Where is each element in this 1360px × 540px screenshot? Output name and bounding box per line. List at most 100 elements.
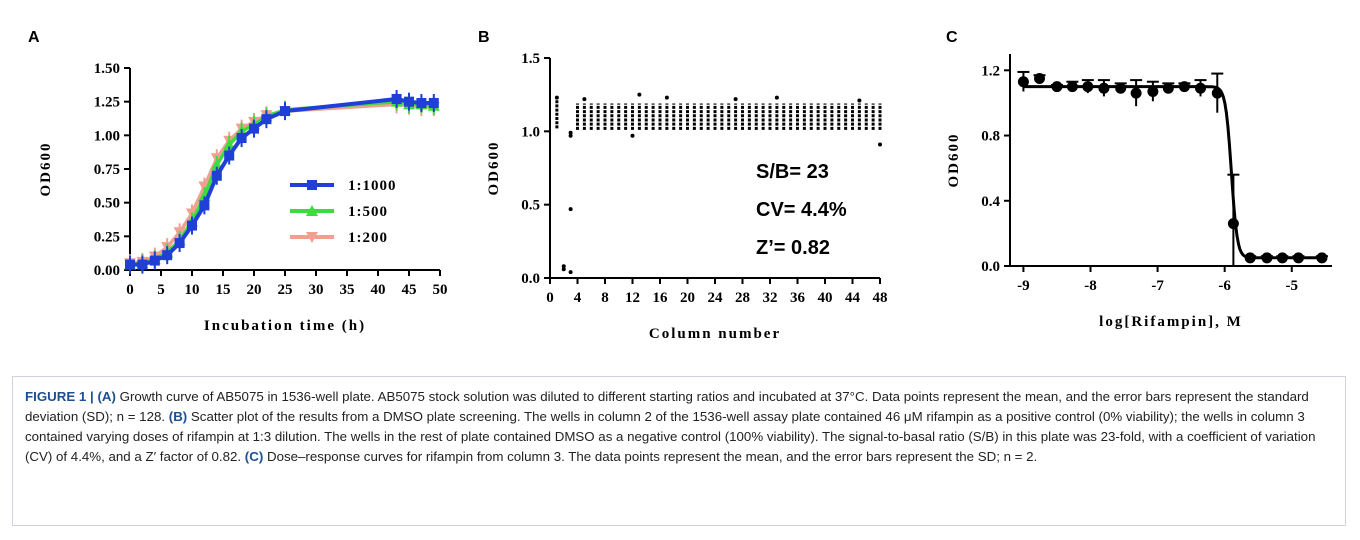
caption-c-label: (C) [244,449,264,464]
x-tick-label: 50 [433,282,448,298]
data-point [428,98,439,109]
data-point [1017,76,1029,88]
x-tick-label: 24 [708,290,724,306]
x-tick-label: 30 [309,282,324,298]
panel-letter-b: B [478,29,490,46]
caption-b-text: Scatter plot of the results from a DMSO … [25,409,1316,464]
y-tick-label: 1.5 [521,51,540,67]
x-tick-label: 12 [625,290,640,306]
x-tick-label: 48 [873,290,888,306]
y-axis-title: OD600 [38,142,54,197]
data-point [1178,81,1190,93]
data-point [568,207,573,212]
data-point [236,133,247,144]
data-point [223,138,236,150]
x-tick-label: 40 [371,282,386,298]
data-point [1051,81,1063,93]
data-point [125,259,135,270]
data-point [630,133,635,138]
data-point [224,150,235,161]
x-tick-label: -9 [1017,278,1029,294]
x-tick-label: 20 [680,290,695,306]
data-point [1098,82,1110,94]
x-tick-label: -7 [1151,278,1164,294]
x-tick-label: -8 [1084,278,1097,294]
x-tick-label: 15 [216,282,231,298]
y-axis-title: OD600 [946,133,962,188]
y-tick-label: 0.00 [94,263,120,279]
data-point [568,270,573,275]
data-point [261,114,272,125]
x-tick-label: 40 [818,290,833,306]
data-point [1227,218,1239,230]
y-tick-label: 0.75 [94,162,120,178]
data-point [561,264,566,269]
caption-b-label: (B) [168,409,188,424]
data-point [1162,82,1174,94]
y-tick-label: 1.25 [94,95,120,111]
legend-marker [306,205,318,216]
data-point [1147,86,1159,98]
data-point [568,130,573,135]
data-point [199,200,210,211]
caption-c-text: Dose–response curves for rifampin from c… [263,449,1038,464]
y-tick-label: 0.5 [521,198,540,214]
x-tick-label: 20 [247,282,262,298]
data-point [1316,252,1328,264]
chart-panel-b: B0.00.51.01.50 4 8 12 16 20 24 28 32 36 40 44 48Colu… [478,29,888,342]
caption-a-label: (A) [97,389,116,404]
legend-marker [307,180,317,190]
data-point [1082,81,1094,93]
caption-figure-label: FIGURE 1 | [25,389,94,404]
x-axis-title: log[Rifampin], M [1099,314,1243,330]
data-point [554,95,559,100]
data-point [1034,72,1046,84]
data-point [162,250,173,261]
legend-label: 1:200 [348,230,388,246]
data-point [404,96,414,107]
data-point [149,255,160,266]
caption-a-text: Growth curve of AB5075 in 1536-well plat… [25,389,1309,424]
legend-marker [306,232,318,243]
x-tick-label: -6 [1218,278,1231,294]
data-point [1261,252,1273,264]
data-point [1066,81,1078,93]
x-tick-label: 16 [653,290,669,306]
y-tick-label: 0.0 [981,259,1000,275]
data-point [174,238,185,249]
data-point [211,170,222,181]
y-tick-label: 0.25 [94,229,120,245]
data-point [391,93,402,104]
y-tick-label: 0.4 [981,194,1000,210]
fit-curve [1023,85,1322,260]
x-tick-label: 4 [574,290,582,306]
y-tick-label: 0.50 [94,196,120,212]
data-point [568,133,573,138]
data-point [774,95,779,100]
annotation-text: S/B= 23 [756,161,829,183]
x-tick-label: 28 [735,290,750,306]
data-point [1195,82,1207,94]
y-axis-title: OD600 [486,141,502,196]
y-tick-label: 0.0 [521,271,540,287]
data-point [637,92,642,97]
x-tick-label: 10 [185,282,200,298]
data-point [1211,87,1223,99]
annotation-text: CV= 4.4% [756,199,847,221]
data-point [1115,82,1127,94]
x-tick-label: 8 [601,290,609,306]
chart-panel-a: A 0.00 0.25 0.50 0.75 1.00 1.25 1.50 0 5 10 15 20 25 3… [28,29,448,334]
data-point [416,98,427,109]
y-tick-label: 1.0 [521,124,540,140]
panel-letter-c: C [946,29,958,46]
data-point [249,123,259,134]
legend-label: 1:500 [348,204,388,220]
x-axis-title: Incubation time (h) [204,318,366,334]
chart-panel-c: C 0.0 0.4 0.8 1.2 -9 -8 -7 -6 -5 log[Rifampin], M O… [946,29,1332,330]
data-point [878,142,882,147]
data-point [1130,87,1142,99]
x-tick-label: 45 [402,282,417,298]
x-tick-label: 5 [157,282,165,298]
x-axis-title: Column number [649,326,781,342]
